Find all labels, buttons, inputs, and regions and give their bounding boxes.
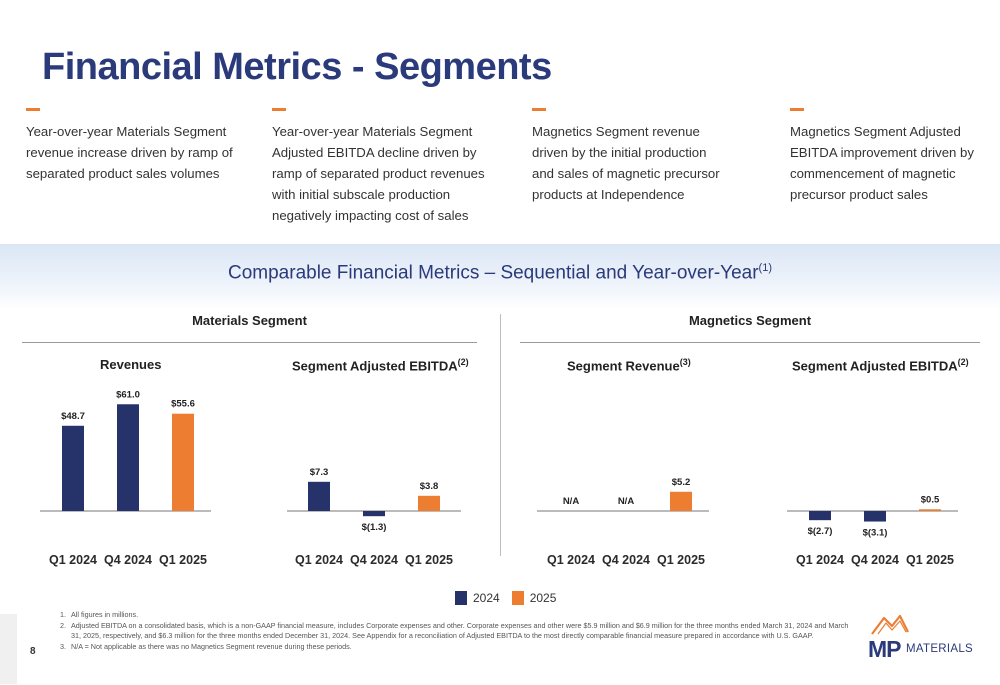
mp-materials-logo: MP MATERIALS [868, 612, 978, 662]
chart-title-footnote: (3) [679, 357, 691, 367]
footnote-text: All figures in millions. [71, 610, 139, 619]
chart-bar [117, 404, 139, 511]
chart-title-materials-ebitda: Segment Adjusted EBITDA(2) [292, 357, 469, 373]
chart-data-label: $48.7 [61, 411, 85, 422]
bullet-dash [532, 108, 546, 111]
bullet-magnetics-ebitda: Magnetics Segment Adjusted EBITDA improv… [790, 108, 980, 205]
legend-label-2024: 2024 [473, 591, 500, 605]
footnote: 2. Adjusted EBITDA on a consolidated basi… [60, 621, 860, 642]
chart-category-label: Q1 2025 [159, 553, 207, 567]
chart-bar [172, 413, 194, 511]
bullet-text: Year-over-year Materials Segment revenue… [26, 124, 233, 181]
legend-swatch-2024 [455, 591, 467, 605]
chart-data-label: $(1.3) [362, 522, 387, 533]
section-title: Comparable Financial Metrics – Sequentia… [0, 262, 1000, 284]
chart-title-text: Revenues [100, 357, 162, 372]
chart-category-label: Q1 2024 [547, 553, 595, 567]
segment-divider [500, 314, 501, 556]
chart-title-footnote: (2) [457, 357, 469, 367]
chart-data-label: $(3.1) [863, 528, 888, 539]
bullet-text: Magnetics Segment revenue driven by the … [532, 124, 720, 202]
magnetics-segment-heading: Magnetics Segment [688, 313, 812, 328]
chart-data-label: $5.2 [672, 477, 691, 488]
magnetics-segment-rule [520, 342, 980, 343]
chart-title-footnote: (2) [957, 357, 969, 367]
bullet-materials-ebitda: Year-over-year Materials Segment Adjuste… [272, 108, 487, 226]
legend-item-2024: 2024 [455, 591, 500, 605]
logo-word: MATERIALS [906, 643, 974, 655]
footnote: 3. N/A = Not applicable as there was no M… [60, 642, 860, 653]
footnote-number: 2. [60, 620, 66, 630]
page-number: 8 [30, 646, 36, 657]
footnote-number: 1. [60, 610, 66, 619]
materials-segment-rule [22, 342, 477, 343]
chart-data-label: $(2.7) [808, 526, 833, 537]
legend-swatch-2025 [511, 591, 524, 605]
chart-category-label: Q1 2024 [796, 553, 844, 567]
footnote-text: N/A = Not applicable as there was no Mag… [71, 641, 352, 651]
chart-title-magnetics-ebitda: Segment Adjusted EBITDA(2) [792, 357, 969, 373]
chart-category-label: Q1 2024 [295, 553, 343, 567]
chart-category-label: Q1 2024 [49, 553, 97, 567]
footnote-text: Adjusted EBITDA on a consolidated basis,… [71, 620, 849, 641]
chart-bar [308, 481, 330, 511]
bullet-magnetics-revenue: Magnetics Segment revenue driven by the … [532, 108, 732, 205]
page-title: Financial Metrics - Segments [42, 46, 552, 88]
logo-mountain-icon [871, 614, 909, 635]
chart-data-label: $0.5 [921, 494, 940, 505]
chart-category-label: Q1 2025 [405, 553, 453, 567]
chart-category-label: Q4 2024 [104, 553, 152, 567]
chart-category-label: Q1 2025 [657, 553, 705, 567]
chart-bar [864, 511, 886, 522]
chart-bar [809, 511, 831, 521]
bullet-materials-revenue: Year-over-year Materials Segment revenue… [26, 108, 241, 184]
chart-bar [62, 425, 84, 511]
chart-title-text: Segment Adjusted EBITDA [792, 358, 958, 374]
chart-category-label: Q4 2024 [350, 553, 398, 567]
chart-data-label: $3.8 [420, 481, 439, 492]
chart-category-label: Q4 2024 [602, 553, 650, 567]
section-title-footnote: (1) [758, 262, 772, 274]
chart-bar [670, 491, 692, 511]
footnote-number: 3. [60, 641, 66, 651]
bullet-text: Magnetics Segment Adjusted EBITDA improv… [790, 124, 974, 202]
chart-data-label: $7.3 [310, 467, 329, 478]
bullet-dash [790, 108, 804, 111]
chart-data-label: $61.0 [116, 389, 140, 400]
chart-data-label: N/A [563, 496, 580, 507]
bullet-dash [272, 108, 286, 111]
logo-mark: MP [868, 636, 901, 662]
chart-title-text: Segment Adjusted EBITDA [292, 358, 458, 374]
chart-category-label: Q4 2024 [851, 553, 899, 567]
footnote: 1. All figures in millions. [60, 610, 860, 621]
chart-bar [363, 511, 385, 517]
legend-item-2025: 2025 [511, 591, 557, 605]
chart-title-text: Segment Revenue [567, 358, 680, 374]
chart-bar [418, 495, 440, 511]
chart-data-label: N/A [618, 496, 635, 507]
chart-bar [919, 509, 941, 511]
chart-category-label: Q1 2025 [906, 553, 954, 567]
bullet-dash [26, 108, 40, 111]
section-title-text: Comparable Financial Metrics – Sequentia… [228, 262, 759, 284]
bullet-text: Year-over-year Materials Segment Adjuste… [272, 124, 485, 223]
chart-title-revenues: Revenues [100, 357, 161, 372]
chart-legend: 2024 2025 [455, 591, 568, 605]
materials-segment-heading: Materials Segment [192, 313, 307, 328]
section-band [0, 244, 1000, 310]
chart-data-label: $55.6 [171, 399, 195, 410]
legend-label-2025: 2025 [529, 591, 557, 605]
chart-title-magnetics-revenue: Segment Revenue(3) [567, 357, 691, 373]
footnotes: 1. All figures in millions. 2. Adjusted EB… [60, 610, 860, 652]
page-number-tab: 8 [0, 614, 36, 684]
